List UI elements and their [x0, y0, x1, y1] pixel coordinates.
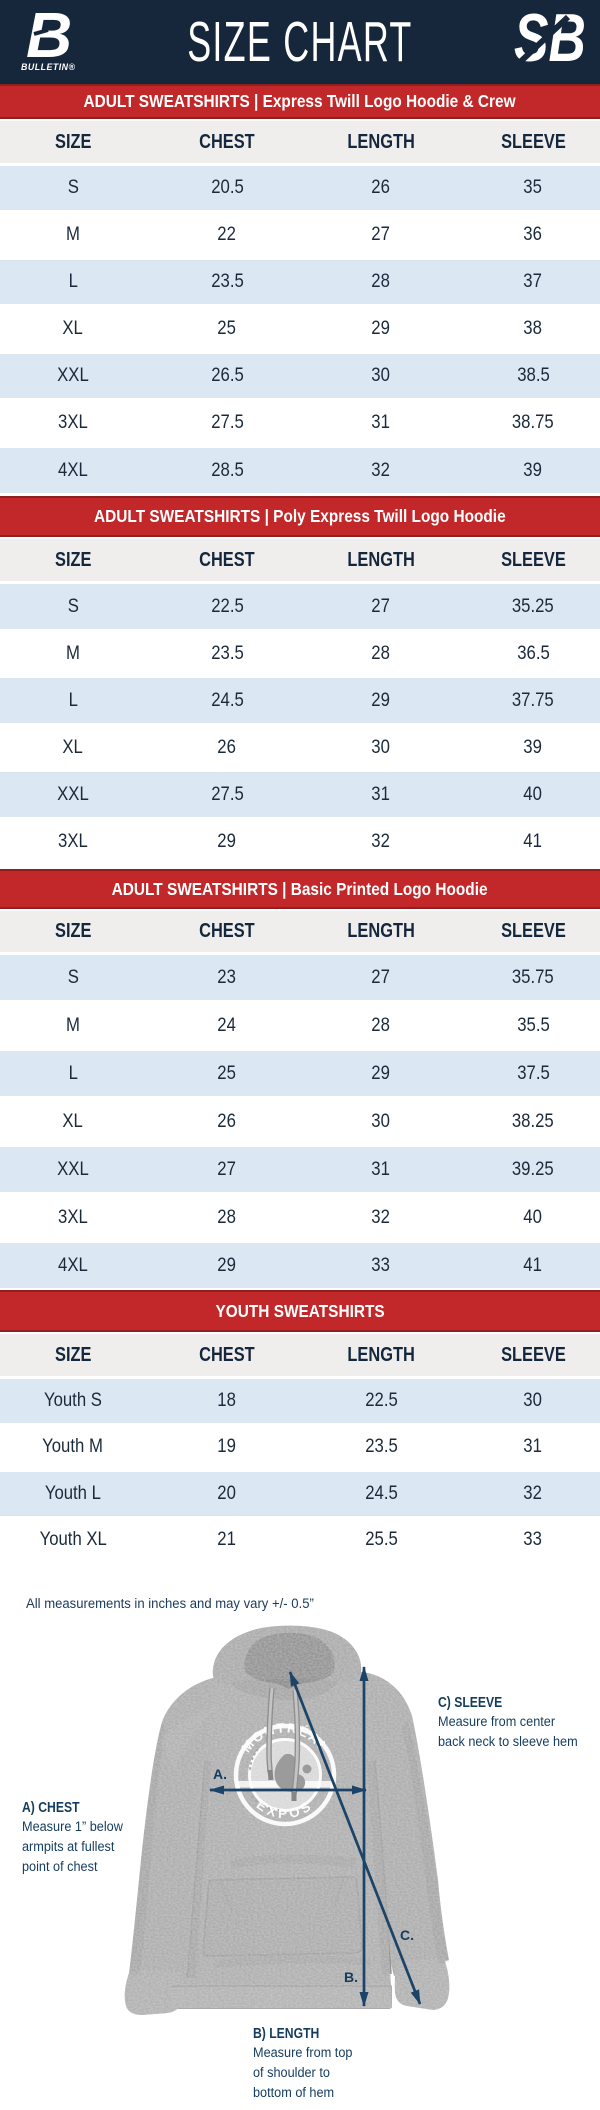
svg-text:B.: B.	[344, 1969, 358, 1985]
svg-text:A.: A.	[213, 1766, 227, 1782]
svg-text:C.: C.	[400, 1927, 414, 1943]
svg-text:BULLETIN®: BULLETIN®	[21, 62, 75, 72]
svg-text:B: B	[26, 0, 72, 71]
